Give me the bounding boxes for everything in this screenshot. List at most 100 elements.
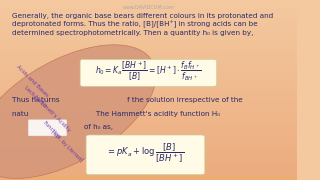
Bar — [0, 177, 297, 179]
Bar — [0, 178, 297, 179]
Bar — [0, 177, 297, 179]
Bar — [0, 177, 297, 179]
Bar — [0, 177, 297, 179]
Bar — [0, 178, 297, 180]
Bar — [0, 178, 297, 180]
Bar — [0, 178, 297, 179]
Bar — [0, 177, 297, 179]
Text: Function: Function — [42, 120, 61, 139]
Text: Lecture 10: Lecture 10 — [24, 86, 47, 109]
Bar — [0, 177, 297, 179]
Bar — [0, 177, 297, 179]
Bar — [0, 178, 297, 180]
Bar — [0, 177, 297, 179]
Text: www.DAVIDCOM.com: www.DAVIDCOM.com — [123, 5, 174, 10]
Bar — [0, 178, 297, 179]
Bar — [0, 177, 297, 179]
Bar — [0, 177, 297, 179]
Bar — [0, 177, 297, 179]
Bar — [0, 177, 297, 178]
Bar — [0, 177, 297, 179]
Bar — [0, 178, 297, 180]
Bar — [0, 178, 297, 180]
Bar — [0, 177, 297, 179]
Bar — [0, 178, 297, 179]
Bar — [0, 177, 297, 179]
Bar — [0, 178, 297, 180]
Bar — [0, 177, 297, 178]
Bar — [0, 178, 297, 180]
Bar — [0, 178, 297, 180]
Bar — [0, 177, 297, 179]
FancyBboxPatch shape — [86, 135, 205, 175]
Bar — [0, 177, 297, 179]
Bar — [0, 176, 297, 178]
Text: $= pK_a + \log \dfrac{[B]}{[BH^+]}$: $= pK_a + \log \dfrac{[B]}{[BH^+]}$ — [107, 142, 184, 165]
Bar — [0, 177, 297, 179]
Bar — [0, 177, 297, 179]
Bar — [0, 178, 297, 180]
Bar — [0, 177, 297, 179]
Bar — [0, 177, 297, 179]
Text: Acids and Bases: Acids and Bases — [15, 64, 49, 98]
Bar — [0, 177, 297, 179]
Bar — [0, 178, 297, 180]
Bar — [0, 176, 297, 178]
Bar — [0, 178, 297, 180]
Text: Thus h₀ turns                              f the solution irrespective of the: Thus h₀ turns f the solution irrespectiv… — [12, 97, 243, 103]
Bar — [0, 178, 297, 179]
Text: natu                              The Hammett's acidity function H₀: natu The Hammett's acidity function H₀ — [12, 111, 220, 117]
Bar — [0, 178, 297, 180]
Bar — [0, 177, 297, 179]
Bar — [0, 177, 297, 178]
Bar — [0, 177, 297, 178]
Bar — [0, 178, 297, 180]
Bar — [0, 177, 297, 179]
Bar — [0, 178, 297, 179]
Bar — [0, 177, 297, 179]
Bar — [0, 177, 297, 179]
FancyBboxPatch shape — [80, 59, 217, 86]
Bar — [0, 177, 297, 179]
Bar — [0, 178, 297, 180]
Bar — [0, 178, 297, 180]
Bar — [0, 177, 297, 178]
Bar — [0, 178, 297, 179]
Bar — [0, 177, 297, 179]
Bar — [0, 177, 297, 179]
Bar — [0, 178, 297, 180]
Bar — [0, 178, 297, 180]
Text: Hammett's Acidity: Hammett's Acidity — [33, 94, 71, 132]
Bar — [0, 177, 297, 179]
Text: $h_0 = K_a \dfrac{[BH^+]}{[B]} = [H^+] \cdot \dfrac{f_B f_{H^+}}{f_{BH^+}}$: $h_0 = K_a \dfrac{[BH^+]}{[B]} = [H^+] \… — [95, 59, 202, 83]
Bar — [0, 177, 297, 179]
Bar — [0, 178, 297, 180]
Bar — [0, 178, 297, 180]
Bar — [0, 177, 297, 179]
Bar — [0, 177, 297, 179]
Bar — [0, 177, 297, 178]
Bar — [0, 177, 297, 178]
Bar — [0, 178, 297, 180]
Ellipse shape — [0, 45, 156, 178]
Bar — [0, 177, 297, 179]
Bar — [0, 178, 297, 179]
Bar — [0, 177, 297, 179]
Bar — [0, 178, 297, 180]
Bar — [0, 178, 297, 180]
Bar — [0, 177, 297, 179]
Bar — [0, 177, 297, 179]
Bar — [0, 177, 297, 179]
Bar — [0, 178, 297, 180]
Bar — [0, 177, 297, 179]
Bar — [0, 176, 297, 178]
Text: of h₀ as,: of h₀ as, — [12, 124, 113, 130]
Bar — [0, 178, 297, 180]
Bar — [0, 177, 297, 179]
Text: Generally, the organic base bears different colours in its protonated and
deprot: Generally, the organic base bears differ… — [12, 13, 273, 36]
Bar — [0, 177, 297, 179]
Bar — [0, 177, 297, 179]
Text: [upl. by Llerred]: [upl. by Llerred] — [51, 129, 84, 163]
Bar — [0, 176, 297, 178]
Bar — [0, 178, 297, 180]
